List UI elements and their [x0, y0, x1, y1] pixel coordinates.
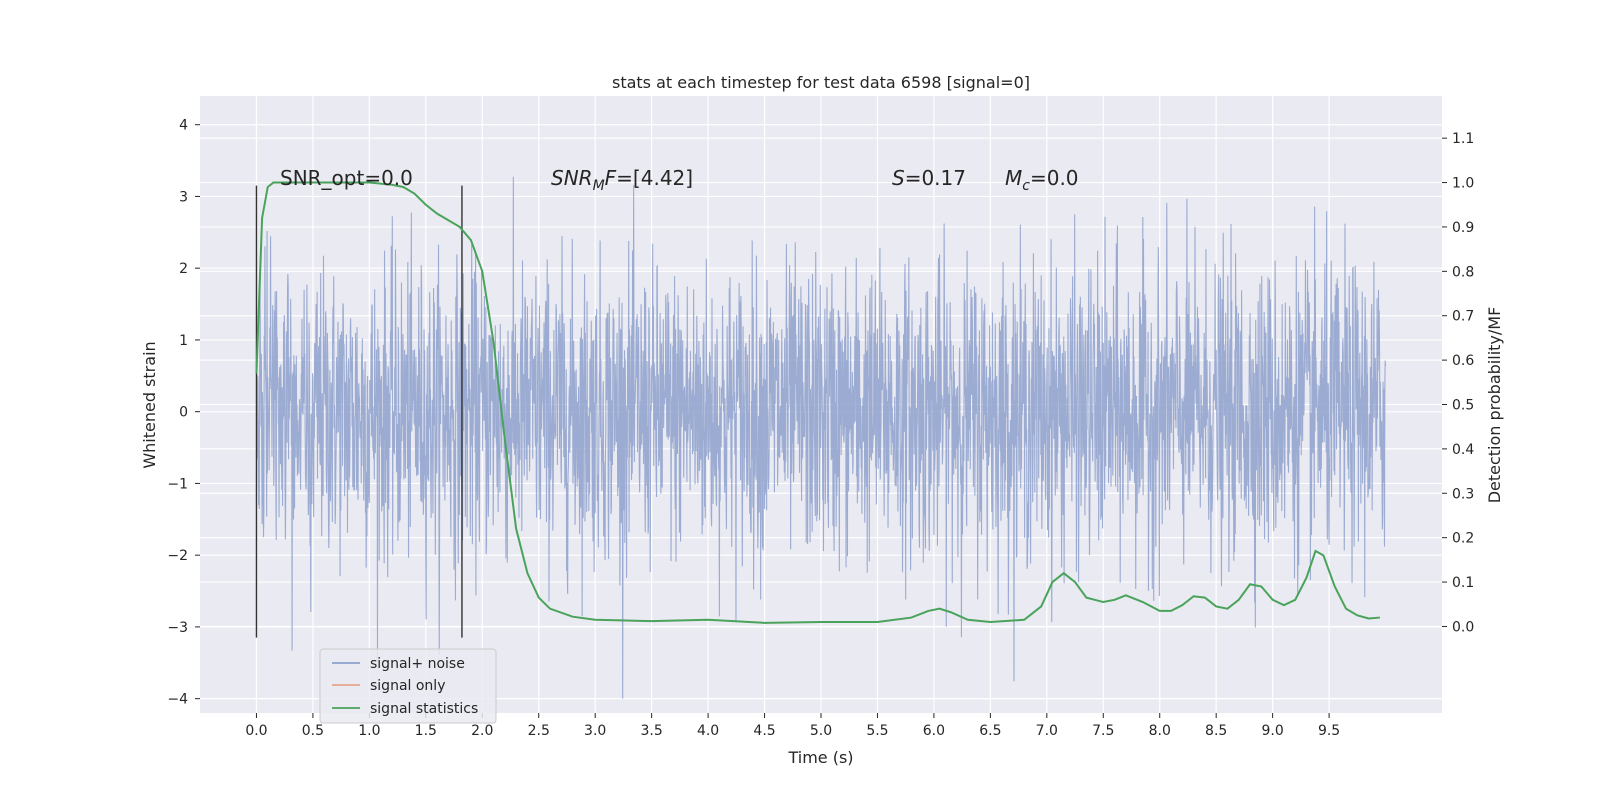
x-tick-label: 1.5: [415, 723, 437, 739]
y-tick-label: 1: [179, 333, 188, 349]
annotation-s-symbol: S: [892, 166, 905, 190]
y-right-tick-label: 0.4: [1452, 442, 1474, 458]
x-tick-label: 0.0: [245, 723, 267, 739]
annotation-snr-mf-suffix: F: [605, 166, 617, 190]
y-axis-label: Whitened strain: [140, 341, 159, 468]
x-tick-label: 2.5: [528, 723, 550, 739]
annotation-mc: Mc=0.0: [1005, 166, 1079, 194]
x-tick-label: 4.5: [753, 723, 775, 739]
y-right-tick-label: 0.8: [1452, 264, 1474, 280]
y-right-tick-label: 0.5: [1452, 398, 1474, 414]
y-tick-label: −3: [167, 620, 188, 636]
annotation-mc-sub: c: [1022, 178, 1030, 194]
y-tick-label: 2: [179, 261, 188, 277]
x-tick-label: 7.0: [1036, 723, 1058, 739]
annotation-mc-value: =0.0: [1030, 166, 1079, 190]
legend-label-signal-statistics: signal statistics: [370, 701, 478, 717]
y-right-tick-label: 0.3: [1452, 486, 1474, 502]
y-right-tick-label: 0.6: [1452, 353, 1474, 369]
x-axis-label: Time (s): [787, 748, 853, 767]
legend: signal+ noise signal only signal statist…: [319, 648, 497, 724]
annotation-s: S=0.17: [892, 166, 966, 190]
annotation-mc-symbol: M: [1005, 166, 1022, 190]
annotation-s-value: =0.17: [905, 166, 966, 190]
x-tick-label: 8.5: [1205, 723, 1227, 739]
annotation-snr-opt: SNR_opt=0.0: [280, 166, 413, 190]
y-right-tick-label: 0.0: [1452, 619, 1474, 635]
y-right-tick-label: 1.1: [1452, 131, 1474, 147]
x-tick-label: 9.0: [1262, 723, 1284, 739]
y-right-tick-label: 0.2: [1452, 531, 1474, 547]
x-axis-ticks: 0.0 0.5 1.0 1.5 2.0 2.5 3.0 3.5 4.0 4.5 5.0 5.5 6.0 6…: [245, 713, 1340, 739]
y-axis-ticks: −4 −3 −2 −1 0 1 2 3 4: [167, 118, 200, 708]
y-right-tick-label: 0.7: [1452, 309, 1474, 325]
y-tick-label: 4: [179, 118, 188, 134]
x-tick-label: 5.0: [810, 723, 832, 739]
y-tick-label: −1: [167, 476, 188, 492]
y-tick-label: 0: [179, 405, 188, 421]
x-tick-label: 9.5: [1318, 723, 1340, 739]
x-tick-label: 6.0: [923, 723, 945, 739]
legend-box: [319, 648, 497, 724]
annotation-snr-mf-prefix: SNR: [551, 166, 593, 190]
y-tick-label: −2: [167, 548, 188, 564]
x-tick-label: 8.0: [1149, 723, 1171, 739]
legend-label-signal-only: signal only: [370, 678, 445, 694]
y-right-tick-label: 0.9: [1452, 220, 1474, 236]
series-signal-noise-line: [255, 176, 1387, 699]
x-tick-label: 3.5: [641, 723, 663, 739]
y-right-tick-label: 1.0: [1452, 176, 1474, 192]
y-tick-label: −4: [167, 692, 188, 708]
x-tick-label: 6.5: [979, 723, 1001, 739]
x-tick-label: 7.5: [1092, 723, 1114, 739]
y-tick-label: 3: [179, 189, 188, 205]
annotation-snr-mf: SNRMF=[4.42]: [551, 166, 693, 194]
chart-title: stats at each timestep for test data 659…: [612, 73, 1030, 92]
series-signal-statistics-line: [255, 181, 1380, 624]
x-tick-label: 1.0: [358, 723, 380, 739]
x-tick-label: 4.0: [697, 723, 719, 739]
y-right-tick-label: 0.1: [1452, 575, 1474, 591]
x-tick-label: 5.5: [866, 723, 888, 739]
annotation-snr-mf-value: =[4.42]: [616, 166, 693, 190]
x-tick-label: 3.0: [584, 723, 606, 739]
x-tick-label: 0.5: [302, 723, 324, 739]
x-tick-label: 2.0: [471, 723, 493, 739]
annotation-snr-mf-sub: M: [593, 178, 605, 194]
legend-label-signal-noise: signal+ noise: [370, 656, 465, 672]
y-right-axis-label: Detection probability/MF: [1485, 307, 1504, 504]
y-right-axis-ticks: 0.0 0.1 0.2 0.3 0.4 0.5 0.6 0.7 0.8 0.9 1.0 1.1: [1442, 131, 1474, 635]
